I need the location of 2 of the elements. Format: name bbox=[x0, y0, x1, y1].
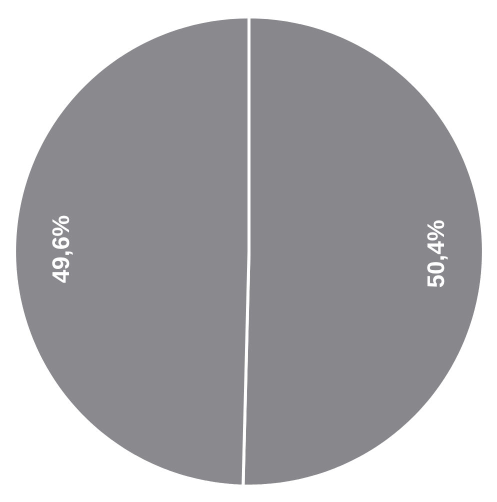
data-label: 49,6% bbox=[48, 215, 75, 284]
data-label: 50,4% bbox=[423, 220, 450, 288]
